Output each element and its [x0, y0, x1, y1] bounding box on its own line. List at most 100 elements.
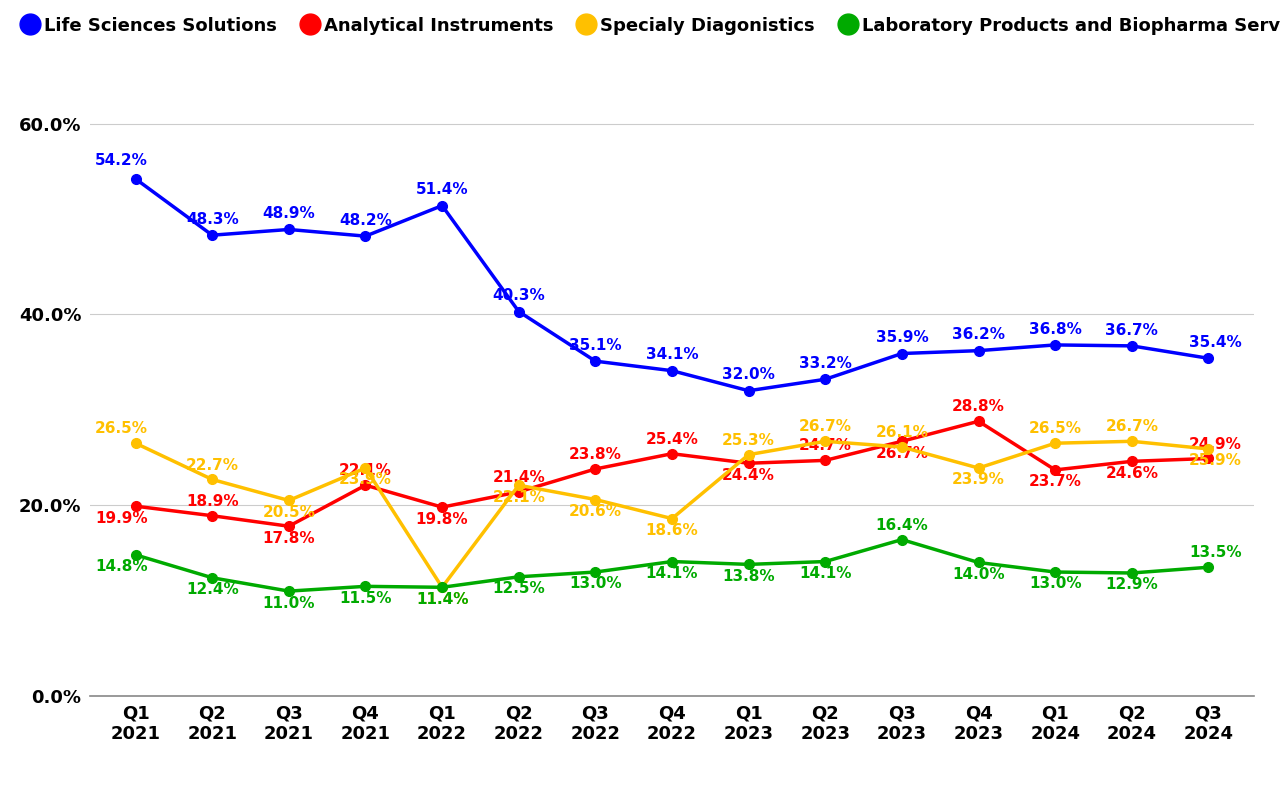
Text: 14.1%: 14.1% [645, 566, 699, 581]
Specialy Diagonistics [434, 582, 449, 592]
Analytical Instruments [818, 456, 833, 465]
Analytical Instruments [741, 459, 756, 468]
Specialy Diagonistics [511, 480, 526, 490]
Laboratory Products and Biopharma Services [664, 557, 680, 566]
Text: 12.9%: 12.9% [1106, 577, 1158, 592]
Legend: Life Sciences Solutions, Analytical Instruments, Specialy Diagonistics, Laborato: Life Sciences Solutions, Analytical Inst… [24, 17, 1280, 35]
Text: 54.2%: 54.2% [95, 153, 148, 168]
Analytical Instruments [205, 511, 220, 520]
Specialy Diagonistics [895, 442, 910, 452]
Life Sciences Solutions [588, 357, 603, 366]
Text: 25.4%: 25.4% [645, 432, 699, 447]
Specialy Diagonistics [282, 496, 297, 505]
Analytical Instruments [1201, 454, 1216, 464]
Laboratory Products and Biopharma Services [1201, 562, 1216, 572]
Text: 22.1%: 22.1% [339, 464, 392, 479]
Laboratory Products and Biopharma Services [358, 581, 374, 591]
Text: 19.8%: 19.8% [416, 512, 468, 527]
Laboratory Products and Biopharma Services [970, 558, 986, 567]
Text: 18.6%: 18.6% [645, 523, 699, 538]
Laboratory Products and Biopharma Services [205, 573, 220, 582]
Text: 26.7%: 26.7% [1106, 419, 1158, 434]
Text: 22.7%: 22.7% [186, 457, 238, 472]
Text: 11.5%: 11.5% [339, 591, 392, 606]
Analytical Instruments [128, 501, 143, 511]
Specialy Diagonistics [358, 464, 374, 473]
Specialy Diagonistics [1124, 437, 1139, 446]
Text: 11.4%: 11.4% [416, 592, 468, 607]
Text: 26.7%: 26.7% [876, 446, 928, 460]
Text: 20.6%: 20.6% [568, 504, 622, 519]
Text: 48.9%: 48.9% [262, 206, 315, 221]
Laboratory Products and Biopharma Services [1047, 567, 1062, 577]
Text: 19.9%: 19.9% [96, 511, 148, 526]
Life Sciences Solutions [741, 386, 756, 396]
Text: 36.8%: 36.8% [1029, 322, 1082, 337]
Laboratory Products and Biopharma Services [818, 557, 833, 566]
Life Sciences Solutions [664, 366, 680, 376]
Text: 26.5%: 26.5% [95, 422, 148, 437]
Text: 14.0%: 14.0% [952, 567, 1005, 582]
Analytical Instruments [588, 464, 603, 474]
Text: 33.2%: 33.2% [799, 356, 851, 371]
Text: 20.5%: 20.5% [262, 505, 315, 520]
Laboratory Products and Biopharma Services [511, 572, 526, 581]
Line: Specialy Diagonistics: Specialy Diagonistics [131, 437, 1213, 592]
Specialy Diagonistics [970, 464, 986, 473]
Text: 23.9%: 23.9% [952, 472, 1005, 487]
Text: 36.2%: 36.2% [952, 327, 1005, 343]
Text: 24.7%: 24.7% [799, 438, 851, 453]
Laboratory Products and Biopharma Services [588, 567, 603, 577]
Text: 13.5%: 13.5% [1189, 545, 1242, 560]
Text: 35.4%: 35.4% [1189, 335, 1242, 350]
Text: 23.7%: 23.7% [1029, 475, 1082, 490]
Life Sciences Solutions [970, 346, 986, 355]
Life Sciences Solutions [818, 374, 833, 384]
Specialy Diagonistics [1047, 438, 1062, 448]
Text: 11.0%: 11.0% [262, 596, 315, 611]
Life Sciences Solutions [282, 225, 297, 234]
Text: 23.8%: 23.8% [568, 447, 622, 462]
Text: 24.6%: 24.6% [1106, 466, 1158, 481]
Life Sciences Solutions [358, 232, 374, 241]
Text: 14.8%: 14.8% [96, 559, 148, 574]
Laboratory Products and Biopharma Services [282, 586, 297, 596]
Life Sciences Solutions [1201, 354, 1216, 363]
Specialy Diagonistics [205, 475, 220, 484]
Line: Laboratory Products and Biopharma Services: Laboratory Products and Biopharma Servic… [131, 535, 1213, 596]
Line: Analytical Instruments: Analytical Instruments [131, 416, 1213, 531]
Life Sciences Solutions [128, 174, 143, 184]
Laboratory Products and Biopharma Services [128, 550, 143, 559]
Text: 35.9%: 35.9% [876, 330, 928, 345]
Life Sciences Solutions [1124, 341, 1139, 350]
Text: 16.4%: 16.4% [876, 517, 928, 532]
Analytical Instruments [1047, 465, 1062, 475]
Life Sciences Solutions [1047, 340, 1062, 350]
Text: 24.4%: 24.4% [722, 467, 776, 483]
Laboratory Products and Biopharma Services [895, 535, 910, 544]
Analytical Instruments [358, 480, 374, 490]
Text: 48.2%: 48.2% [339, 213, 392, 228]
Text: 18.9%: 18.9% [186, 494, 238, 509]
Text: 13.0%: 13.0% [570, 577, 622, 592]
Text: 26.7%: 26.7% [799, 419, 851, 434]
Specialy Diagonistics [588, 494, 603, 504]
Laboratory Products and Biopharma Services [741, 560, 756, 570]
Analytical Instruments [664, 449, 680, 459]
Text: 21.4%: 21.4% [493, 470, 545, 485]
Text: 12.5%: 12.5% [493, 581, 545, 596]
Life Sciences Solutions [205, 230, 220, 240]
Text: 32.0%: 32.0% [722, 367, 776, 382]
Line: Life Sciences Solutions: Life Sciences Solutions [131, 174, 1213, 396]
Text: 12.4%: 12.4% [186, 582, 238, 597]
Text: 34.1%: 34.1% [645, 347, 699, 362]
Analytical Instruments [1124, 456, 1139, 466]
Life Sciences Solutions [895, 349, 910, 358]
Text: 14.1%: 14.1% [799, 566, 851, 581]
Life Sciences Solutions [434, 201, 449, 210]
Life Sciences Solutions [511, 307, 526, 316]
Laboratory Products and Biopharma Services [1124, 568, 1139, 577]
Text: 28.8%: 28.8% [952, 399, 1005, 414]
Specialy Diagonistics [1201, 445, 1216, 454]
Laboratory Products and Biopharma Services [434, 582, 449, 592]
